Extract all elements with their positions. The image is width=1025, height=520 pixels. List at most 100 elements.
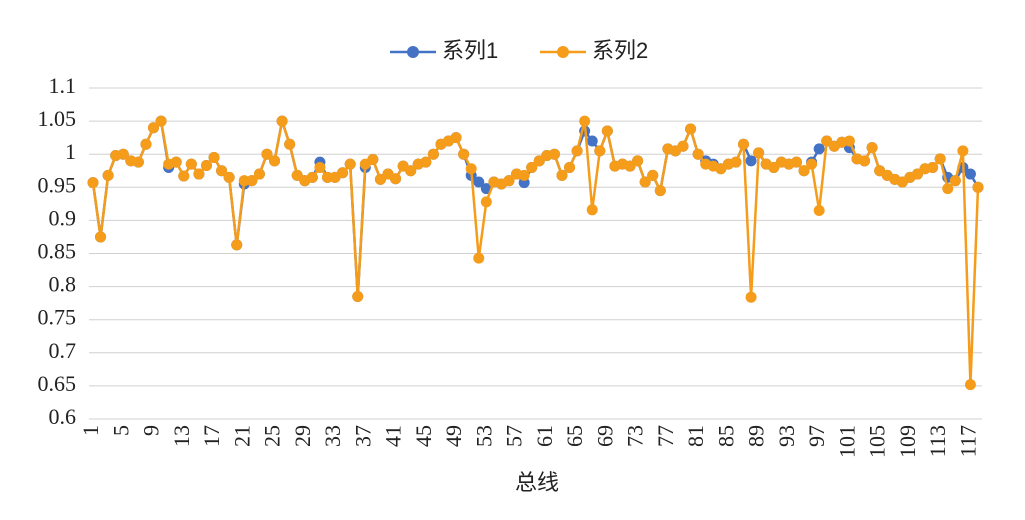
point — [208, 152, 220, 164]
x-tick-label: 21 — [229, 425, 254, 447]
point — [261, 148, 273, 160]
point — [480, 196, 492, 208]
point — [564, 161, 576, 173]
point — [790, 156, 802, 168]
point — [601, 125, 613, 137]
x-tick-label: 5 — [108, 425, 133, 436]
point — [450, 132, 462, 144]
point — [427, 148, 439, 160]
point — [337, 167, 349, 179]
x-tick-label: 61 — [532, 425, 557, 447]
point — [284, 138, 296, 150]
x-tick-label: 41 — [381, 425, 406, 447]
point — [367, 153, 379, 165]
y-tick-label: 0.85 — [38, 239, 77, 264]
point — [352, 291, 364, 303]
point — [405, 165, 417, 177]
point — [843, 135, 855, 147]
x-tick-label: 53 — [471, 425, 496, 447]
legend-marker — [407, 46, 419, 58]
point — [465, 163, 477, 175]
point — [654, 185, 666, 197]
y-tick-label: 0.65 — [38, 371, 77, 396]
point — [269, 155, 281, 167]
point — [594, 145, 606, 157]
point — [276, 115, 288, 127]
point — [526, 161, 538, 173]
point — [677, 140, 689, 152]
point — [579, 115, 591, 127]
x-tick-label: 101 — [834, 425, 859, 458]
point — [117, 148, 129, 160]
point — [730, 156, 742, 168]
point — [473, 252, 485, 264]
x-tick-label: 93 — [774, 425, 799, 447]
x-tick-label: 97 — [804, 425, 829, 447]
y-tick-label: 0.8 — [49, 272, 77, 297]
legend-label: 系列1 — [442, 38, 498, 63]
point — [155, 115, 167, 127]
point — [231, 239, 243, 251]
point — [216, 165, 228, 177]
point — [314, 161, 326, 173]
point — [964, 379, 976, 391]
x-tick-label: 17 — [199, 425, 224, 447]
x-tick-label: 113 — [925, 425, 950, 457]
x-tick-label: 9 — [139, 425, 164, 436]
point — [632, 155, 644, 167]
point — [518, 169, 530, 181]
point — [148, 122, 160, 134]
point — [458, 148, 470, 160]
point — [473, 176, 485, 188]
x-tick-label: 105 — [865, 425, 890, 458]
point — [813, 143, 825, 155]
x-tick-label: 37 — [350, 425, 375, 447]
point — [87, 177, 99, 189]
x-tick-label: 33 — [320, 425, 345, 447]
x-tick-label: 69 — [592, 425, 617, 447]
point — [685, 123, 697, 135]
point — [798, 165, 810, 177]
point — [927, 161, 939, 173]
point — [738, 138, 750, 150]
x-tick-label: 13 — [169, 425, 194, 447]
point — [253, 168, 265, 180]
y-tick-label: 0.6 — [49, 404, 77, 429]
legend-marker — [557, 46, 569, 58]
point — [647, 169, 659, 181]
x-tick-label: 73 — [623, 425, 648, 447]
point — [745, 291, 757, 303]
point — [942, 183, 954, 195]
y-tick-label: 0.7 — [49, 338, 77, 363]
point — [745, 155, 757, 167]
x-tick-label: 57 — [502, 425, 527, 447]
point — [957, 145, 969, 157]
point — [556, 169, 568, 181]
legend-label: 系列2 — [592, 38, 648, 63]
point — [859, 155, 871, 167]
point — [306, 171, 318, 183]
y-tick-label: 1.1 — [49, 73, 77, 98]
x-tick-label: 65 — [562, 425, 587, 447]
point — [753, 147, 765, 159]
x-tick-label: 85 — [713, 425, 738, 447]
x-tick-label: 49 — [441, 425, 466, 447]
y-tick-label: 0.95 — [38, 172, 77, 197]
y-tick-label: 0.9 — [49, 205, 77, 230]
point — [223, 171, 235, 183]
point — [200, 159, 212, 171]
point — [503, 175, 515, 187]
x-tick-label: 25 — [260, 425, 285, 447]
x-tick-label: 89 — [744, 425, 769, 447]
x-tick-label: 29 — [290, 425, 315, 447]
x-tick-label: 45 — [411, 425, 436, 447]
point — [170, 156, 182, 168]
point — [420, 156, 432, 168]
point — [866, 142, 878, 154]
point — [102, 169, 114, 181]
point — [185, 158, 197, 170]
point — [321, 171, 333, 183]
point — [246, 175, 258, 187]
point — [972, 181, 984, 193]
